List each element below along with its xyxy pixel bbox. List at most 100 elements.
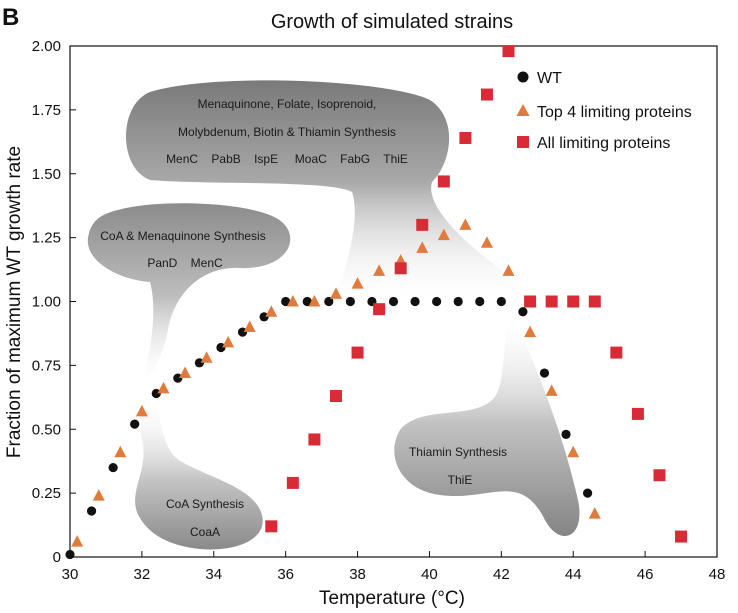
data-point-circle [432,296,442,307]
data-point-circle [453,296,463,307]
data-point-square [610,346,623,359]
data-point-triangle [588,507,601,519]
chart-title: Growth of simulated strains [271,11,513,33]
y-tick-label: 1.25 [32,230,61,247]
data-point-triangle [416,241,429,253]
x-tick-label: 38 [349,566,366,583]
data-marks [65,45,688,560]
data-point-circle [194,358,204,368]
x-tick-label: 40 [421,566,438,583]
y-tick-label: 1.50 [32,166,61,183]
data-point-circle [302,296,312,307]
region-thiamin-line-2: ThiE [448,473,473,487]
x-tick-label: 44 [565,566,582,583]
data-point-triangle [179,366,192,379]
data-point-square [567,295,580,308]
y-tick-label: 0.75 [32,357,61,374]
legend-top4-label: Top 4 limiting proteins [537,104,692,121]
data-point-triangle [545,384,558,396]
data-point-circle [173,373,183,383]
data-point-triangle [373,264,386,276]
data-point-circle [583,488,593,498]
data-point-circle [410,296,420,307]
data-point-square [437,175,450,188]
data-point-circle [281,296,291,307]
data-point-triangle [351,277,364,289]
x-tick-label: 30 [62,566,79,583]
data-point-triangle [265,305,278,317]
panel-label: B [2,4,19,31]
x-tick-label: 46 [637,566,654,583]
data-point-square [588,295,601,308]
region-menaquinone-line-1: Menaquinone, Folate, Isoprenoid, [198,97,377,111]
data-point-square [416,218,429,231]
data-point-triangle [71,535,84,547]
data-point-triangle [135,404,148,417]
data-point-circle [324,296,334,307]
data-point-triangle [459,218,472,230]
data-point-square [394,262,407,275]
region-labels: Menaquinone, Folate, Isoprenoid, Molybde… [100,97,507,539]
legend-top4-marker [516,104,530,116]
data-point-triangle [157,381,170,394]
data-point-circle [86,506,97,516]
data-point-square [286,476,299,489]
y-tick-label: 0 [53,549,61,566]
data-point-square [480,88,493,101]
axes: 30 32 34 36 38 40 42 44 46 48 0 0.25 0.50 0.75 1.00 1.2… [32,38,726,583]
data-point-triangle [222,335,235,348]
region-coa-menaquinone [87,203,291,390]
y-tick-label: 1.00 [32,294,61,311]
data-point-circle [496,296,506,307]
series-triangle [71,218,601,547]
x-tick-label: 42 [493,566,510,583]
data-point-triangle [437,228,450,241]
x-tick-label: 34 [205,566,222,583]
y-axis-title: Fraction of maximum WT growth rate [4,146,25,458]
y-tick-label: 2.00 [32,38,61,55]
data-point-circle [108,462,118,473]
region-thiamin [394,310,580,537]
data-point-square [545,295,558,308]
data-point-triangle [92,489,105,501]
data-point-circle [151,388,161,399]
data-point-triangle [114,445,127,458]
data-point-circle [475,296,485,307]
data-point-circle [130,419,140,429]
legend-all-marker [517,136,529,148]
region-menaquinone-line-2: Molybdenum, Biotin & Thiamin Synthesis [178,125,396,139]
x-tick-label: 48 [709,566,726,583]
data-point-circle [237,327,248,337]
data-point-triangle [524,325,537,338]
data-point-circle [518,307,528,317]
data-point-triangle [200,351,213,363]
data-point-circle [388,296,399,307]
data-point-square [308,433,321,446]
data-point-square [329,390,342,403]
legend: WT Top 4 limiting proteins All limiting … [516,70,692,152]
y-tick-label: 0.50 [32,421,61,438]
data-point-square [675,530,688,543]
region-menaquinone-line-3: MenC PabB IspE MoaC FabG ThiE [166,152,408,166]
data-point-circle [259,312,269,322]
x-tick-label: 36 [277,566,294,583]
region-coa-menaquinone-line-2: PanD MenC [147,256,223,270]
data-point-triangle [329,287,342,299]
data-point-triangle [286,295,299,307]
legend-wt-label: WT [537,70,562,87]
region-coa [135,395,263,550]
data-point-circle [216,342,226,353]
data-point-circle [561,429,571,439]
legend-all-label: All limiting proteins [537,135,670,152]
series-circle [65,296,593,560]
data-point-triangle [308,295,321,307]
data-point-square [351,346,364,359]
region-coa-menaquinone-line-1: CoA & Menaquinone Synthesis [100,229,265,243]
data-point-square [631,407,644,420]
legend-wt-marker [517,71,529,83]
data-point-triangle [243,320,256,333]
data-point-circle [65,549,75,560]
data-point-square [524,295,537,308]
annotation-regions [87,80,580,550]
